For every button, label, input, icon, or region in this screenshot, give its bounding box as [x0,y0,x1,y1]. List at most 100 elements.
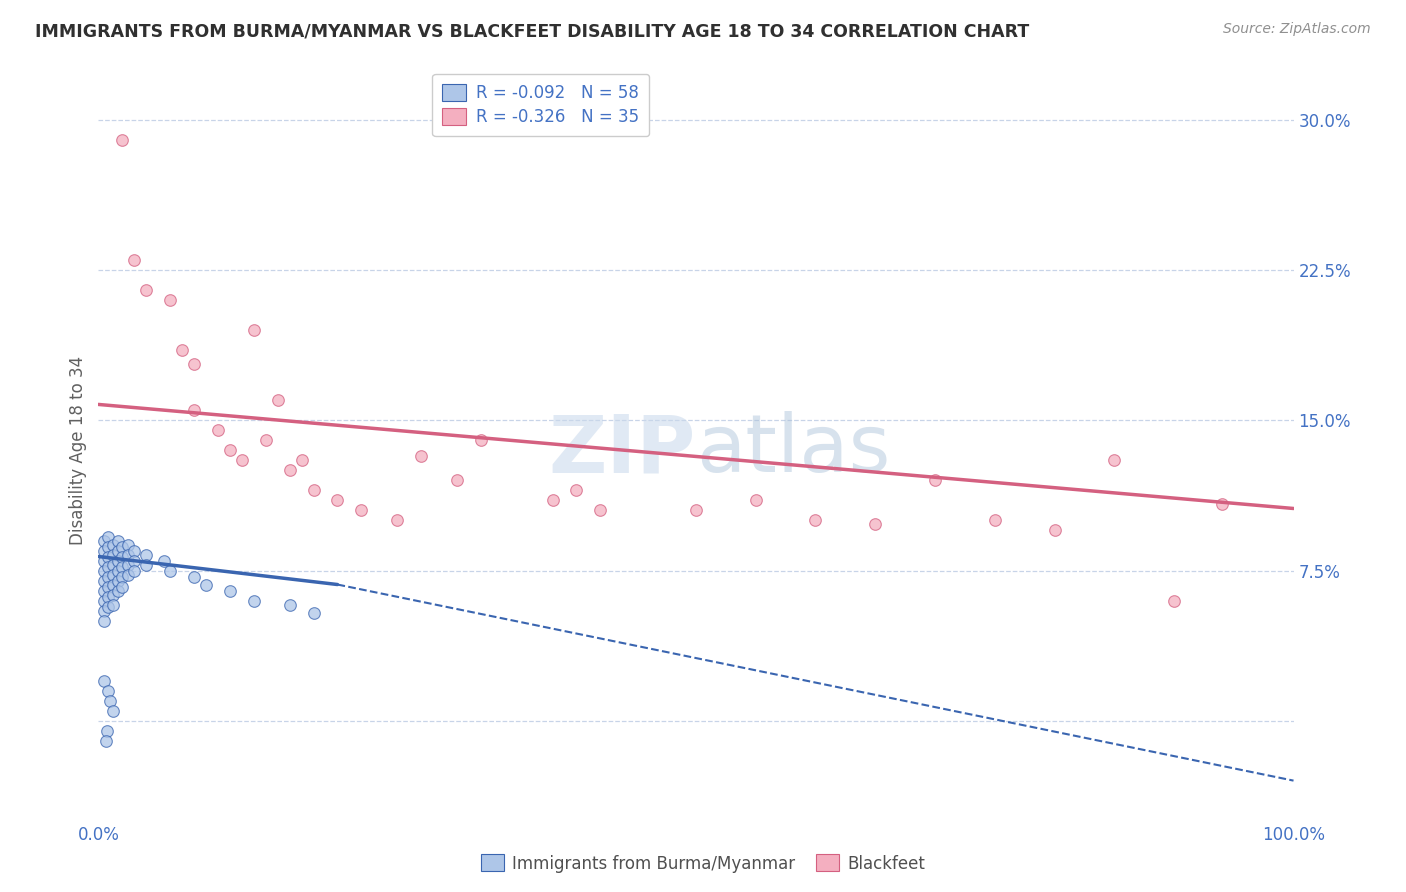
Point [101,567,124,582]
Point [117,567,139,582]
Point [1104,453,1126,467]
Point [302,606,325,620]
Point [96,723,118,738]
Point [97,569,120,583]
Point [117,558,139,572]
Point [135,558,157,572]
Point [93,553,115,567]
Point [984,514,1007,528]
Point [804,514,827,528]
Point [254,434,277,448]
Point [302,483,325,498]
Point [101,558,124,572]
Point [97,559,120,574]
Point [97,599,120,614]
Point [385,514,409,528]
Point [101,598,124,612]
Point [183,358,205,372]
Point [231,453,253,467]
Point [291,453,314,467]
Point [93,593,115,607]
Point [589,503,612,517]
Point [135,284,157,298]
Point [124,253,146,268]
Point [111,133,134,147]
Point [107,574,129,588]
Point [94,733,117,747]
Point [97,683,120,698]
Point [124,543,146,558]
Point [267,393,290,408]
Legend: R = -0.092   N = 58, R = -0.326   N = 35: R = -0.092 N = 58, R = -0.326 N = 35 [433,74,648,136]
Point [93,583,115,598]
Point [93,603,115,617]
Point [159,293,181,308]
Text: IMMIGRANTS FROM BURMA/MYANMAR VS BLACKFEET DISABILITY AGE 18 TO 34 CORRELATION C: IMMIGRANTS FROM BURMA/MYANMAR VS BLACKFE… [35,22,1029,40]
Point [135,548,157,562]
Point [124,553,146,567]
Point [97,549,120,564]
Point [219,443,242,458]
Point [98,693,122,707]
Point [101,704,124,718]
Point [541,493,564,508]
Point [111,580,134,594]
Point [243,593,266,607]
Point [97,580,120,594]
Point [1211,498,1233,512]
Point [350,503,373,517]
Point [93,673,115,688]
Point [97,540,120,554]
Point [745,493,768,508]
Point [326,493,349,508]
Point [183,569,205,583]
Point [124,564,146,578]
Point [111,549,134,564]
Y-axis label: Disability Age 18 to 34: Disability Age 18 to 34 [69,356,87,545]
Point [101,577,124,591]
Point [924,474,946,488]
Point [219,583,242,598]
Point [278,463,301,477]
Point [446,474,468,488]
Point [107,583,129,598]
Point [1043,524,1066,538]
Point [107,543,129,558]
Point [117,537,139,551]
Point [93,564,115,578]
Point [111,559,134,574]
Point [207,424,229,438]
Point [278,598,301,612]
Legend: Immigrants from Burma/Myanmar, Blackfeet: Immigrants from Burma/Myanmar, Blackfeet [474,847,932,880]
Point [107,533,129,548]
Point [97,529,120,543]
Point [101,548,124,562]
Point [117,548,139,562]
Point [93,533,115,548]
Point [243,323,266,337]
Point [195,577,218,591]
Point [93,543,115,558]
Point [93,574,115,588]
Point [565,483,588,498]
Point [93,614,115,628]
Point [111,540,134,554]
Point [183,403,205,417]
Point [1163,593,1185,607]
Point [159,564,181,578]
Text: ZIP: ZIP [548,411,696,490]
Point [111,569,134,583]
Point [153,553,176,567]
Point [101,588,124,602]
Point [101,537,124,551]
Point [685,503,707,517]
Point [470,434,492,448]
Point [107,553,129,567]
Point [107,564,129,578]
Point [172,343,194,358]
Point [865,517,887,532]
Point [97,590,120,604]
Text: Source: ZipAtlas.com: Source: ZipAtlas.com [1223,22,1371,37]
Text: atlas: atlas [696,411,890,490]
Point [411,450,433,464]
